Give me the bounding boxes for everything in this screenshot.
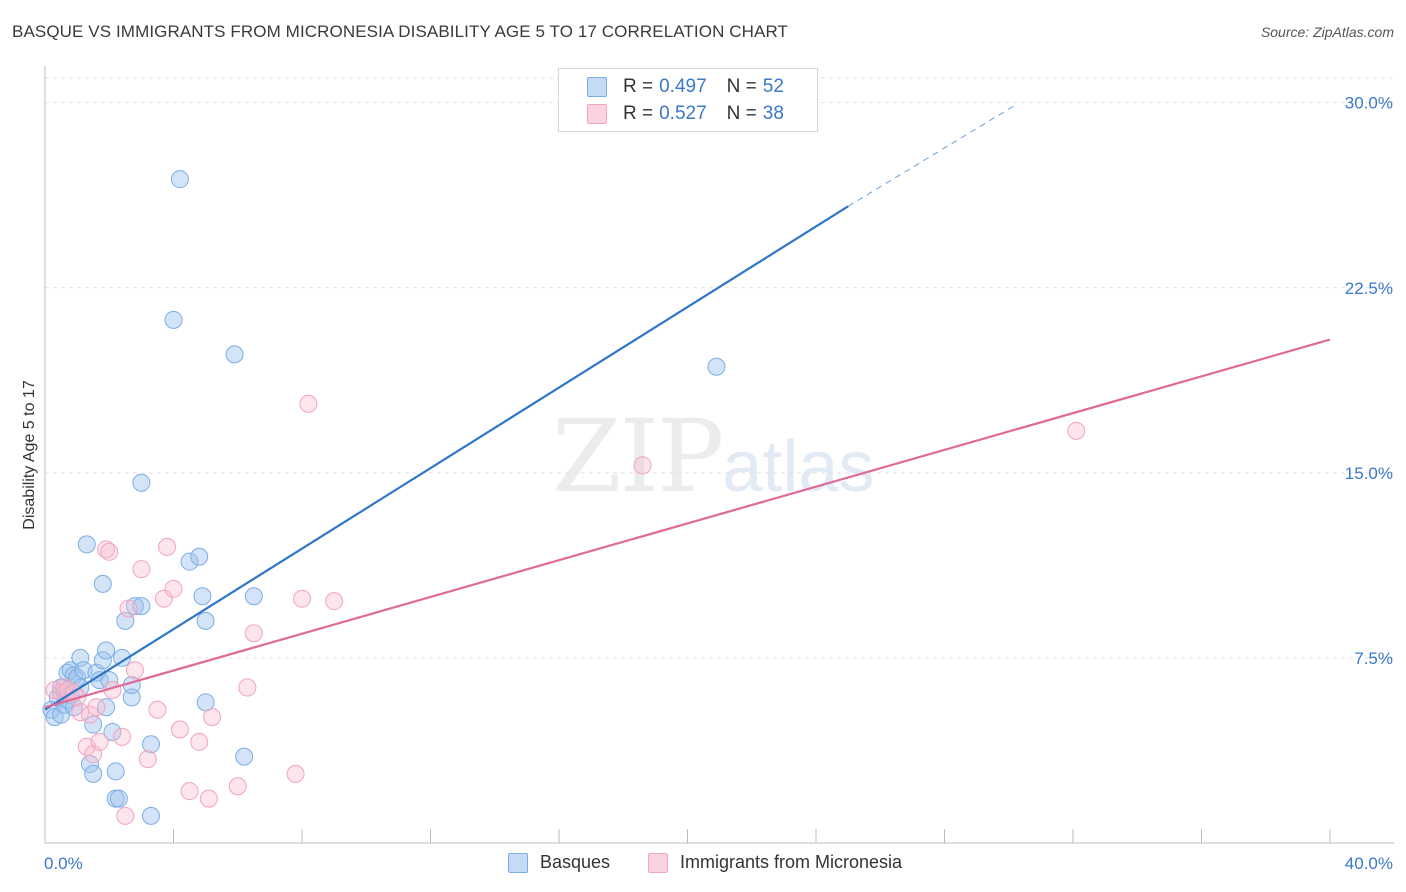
basques-point <box>103 722 122 741</box>
basques-swatch <box>508 852 528 873</box>
basques-point <box>84 764 103 783</box>
basques-point <box>170 170 189 189</box>
micronesia-point <box>113 727 132 746</box>
micronesia-point <box>154 589 173 608</box>
basques-point <box>93 574 112 593</box>
micronesia-point <box>148 700 167 719</box>
micronesia-swatch <box>648 852 668 873</box>
basques-point <box>142 806 161 825</box>
watermark-atlas: atlas <box>722 427 875 507</box>
micronesia-point <box>203 708 222 727</box>
micronesia-point <box>286 764 305 783</box>
trend-lines <box>44 104 1331 711</box>
basques-point <box>225 345 244 364</box>
y-tick-label: 22.5% <box>1345 279 1393 298</box>
basques-point <box>196 693 215 712</box>
correlation-legend: R = 0.497 N = 52 R = 0.527 N = 38 <box>558 68 818 132</box>
r-label: R = <box>623 76 654 97</box>
y-axis-label: Disability Age 5 to 17 <box>21 380 38 530</box>
basques-swatch <box>587 77 607 97</box>
micronesia-point <box>199 789 218 808</box>
micronesia-point <box>299 394 318 413</box>
x-tick-label: 0.0% <box>44 854 83 873</box>
source-label: Source: ZipAtlas.com <box>1260 24 1394 40</box>
basques-point <box>180 552 199 571</box>
x-tick-label: 40.0% <box>1345 854 1393 873</box>
micronesia-point <box>293 589 311 608</box>
legend-item-micronesia: Immigrants from Micronesia <box>648 852 902 873</box>
basques-point <box>97 641 116 660</box>
micronesia-point <box>125 661 144 680</box>
basques-point <box>106 762 125 781</box>
basques-point <box>122 688 141 707</box>
micronesia-point <box>116 806 135 825</box>
micronesia-point <box>228 777 247 796</box>
legend-label-basques: Basques <box>540 852 611 872</box>
micronesia-point <box>244 624 263 643</box>
micronesia-point <box>97 540 116 559</box>
basques-point <box>97 698 116 717</box>
micronesia-point <box>55 678 74 697</box>
micronesia-point <box>100 542 119 561</box>
basques-point <box>190 547 209 566</box>
micronesia-swatch <box>587 104 607 124</box>
micronesia-point <box>132 560 151 579</box>
micronesia-point <box>325 592 344 611</box>
basques-point <box>77 535 96 554</box>
basques-point <box>193 587 212 606</box>
basques-point <box>244 587 263 606</box>
series-legend: Basques Immigrants from Micronesia <box>0 852 1406 878</box>
basques-point <box>93 651 112 670</box>
micronesia-point <box>80 705 99 724</box>
chart-title: BASQUE VS IMMIGRANTS FROM MICRONESIA DIS… <box>12 22 789 41</box>
basques-point <box>132 473 151 492</box>
basques-trendline-extension <box>847 104 1016 207</box>
micronesia-point <box>158 537 177 556</box>
micronesia-point <box>164 579 183 598</box>
legend-row-basques: R = 0.497 N = 52 <box>587 75 784 99</box>
r-value: 0.497 <box>659 76 707 97</box>
r-value: 0.527 <box>659 103 707 124</box>
tick-labels: 7.5% 15.0% 22.5% 30.0% 0.0% 40.0% Disability A… <box>21 94 1393 873</box>
basques-point <box>707 357 726 376</box>
micronesia-points <box>45 394 1086 825</box>
watermark: ZIPatlas <box>552 398 874 515</box>
y-tick-label: 7.5% <box>1354 649 1393 668</box>
micronesia-point <box>87 698 106 717</box>
basques-point <box>61 661 80 680</box>
n-label: N = <box>726 103 757 124</box>
micronesia-point <box>238 678 257 697</box>
micronesia-point <box>633 456 652 475</box>
legend-label-micronesia: Immigrants from Micronesia <box>680 852 903 872</box>
legend-item-basques: Basques <box>508 852 610 873</box>
n-value: 38 <box>762 103 784 124</box>
micronesia-point <box>180 782 199 801</box>
micronesia-point <box>138 750 157 769</box>
basques-point <box>196 611 215 630</box>
n-value: 52 <box>762 76 784 97</box>
micronesia-point <box>90 732 109 751</box>
basques-point <box>84 715 103 734</box>
basques-point <box>68 668 87 687</box>
basques-point <box>142 735 161 754</box>
basques-point <box>235 747 254 766</box>
micronesia-trendline <box>44 338 1331 709</box>
basques-point <box>109 789 128 808</box>
basques-point <box>164 310 183 329</box>
watermark-zip: ZIP <box>552 398 724 515</box>
micronesia-point <box>190 732 209 751</box>
axes <box>44 66 1394 844</box>
micronesia-point <box>1067 421 1086 440</box>
basques-trendline <box>44 205 849 711</box>
n-label: N = <box>726 76 757 97</box>
y-tick-label: 15.0% <box>1345 464 1393 483</box>
micronesia-point <box>119 599 138 618</box>
y-tick-label: 30.0% <box>1345 94 1393 113</box>
micronesia-point <box>170 720 189 739</box>
r-label: R = <box>623 103 654 124</box>
basques-point <box>113 648 132 667</box>
legend-row-micronesia: R = 0.527 N = 38 <box>587 102 784 126</box>
basques-point <box>80 755 99 774</box>
